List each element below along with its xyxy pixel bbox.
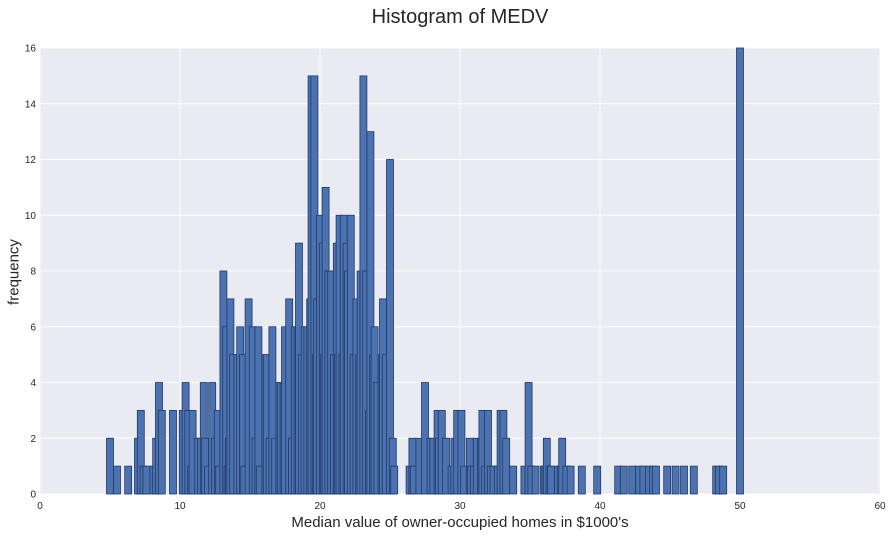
y-tick-label: 2 (30, 434, 36, 445)
histogram-bar (577, 465, 586, 495)
histogram-bar (619, 465, 628, 495)
histogram-bar (113, 465, 121, 495)
x-tick-label: 10 (174, 501, 186, 512)
x-tick-label: 0 (37, 501, 43, 512)
x-tick-label: 60 (874, 501, 886, 512)
histogram-bar (566, 465, 575, 495)
y-tick-label: 4 (30, 378, 36, 389)
histogram-bar (628, 465, 637, 495)
y-axis-ticks: 0 2 4 6 8 10 12 14 16 (25, 44, 37, 501)
histogram-bar (502, 437, 511, 495)
y-tick-label: 8 (30, 267, 36, 278)
y-tick-label: 10 (25, 211, 37, 222)
x-axis-label: Median value of owner-occupied homes in … (291, 514, 629, 531)
histogram-bar (652, 465, 660, 495)
x-tick-label: 20 (314, 501, 326, 512)
histogram-bar (509, 465, 518, 495)
histogram-bar (106, 437, 114, 495)
y-tick-label: 0 (30, 490, 36, 501)
y-tick-label: 12 (25, 155, 37, 166)
histogram-bar (689, 465, 698, 495)
histogram-bar (390, 465, 399, 495)
y-tick-label: 6 (30, 322, 36, 333)
y-tick-label: 14 (25, 99, 37, 110)
histogram-bar (671, 465, 680, 495)
histogram-bar (142, 465, 151, 495)
x-tick-label: 50 (734, 501, 746, 512)
histogram-bar (157, 409, 166, 495)
histogram-bar (736, 47, 744, 495)
histogram-bar (124, 465, 133, 495)
x-tick-label: 30 (454, 501, 466, 512)
histogram-bar (531, 465, 540, 495)
histogram-bar (169, 409, 177, 495)
y-tick-label: 16 (25, 44, 37, 55)
x-tick-label: 40 (594, 501, 606, 512)
histogram-bar (593, 465, 602, 495)
histogram-bar (719, 465, 728, 495)
histogram-bar (663, 465, 672, 495)
chart-title: Histogram of MEDV (371, 6, 549, 28)
bars (106, 47, 744, 495)
y-axis-label: frequency (5, 239, 23, 305)
histogram-bar (680, 465, 688, 495)
histogram-bar (547, 465, 555, 495)
x-axis-ticks: 0 10 20 30 40 50 60 (37, 501, 886, 512)
